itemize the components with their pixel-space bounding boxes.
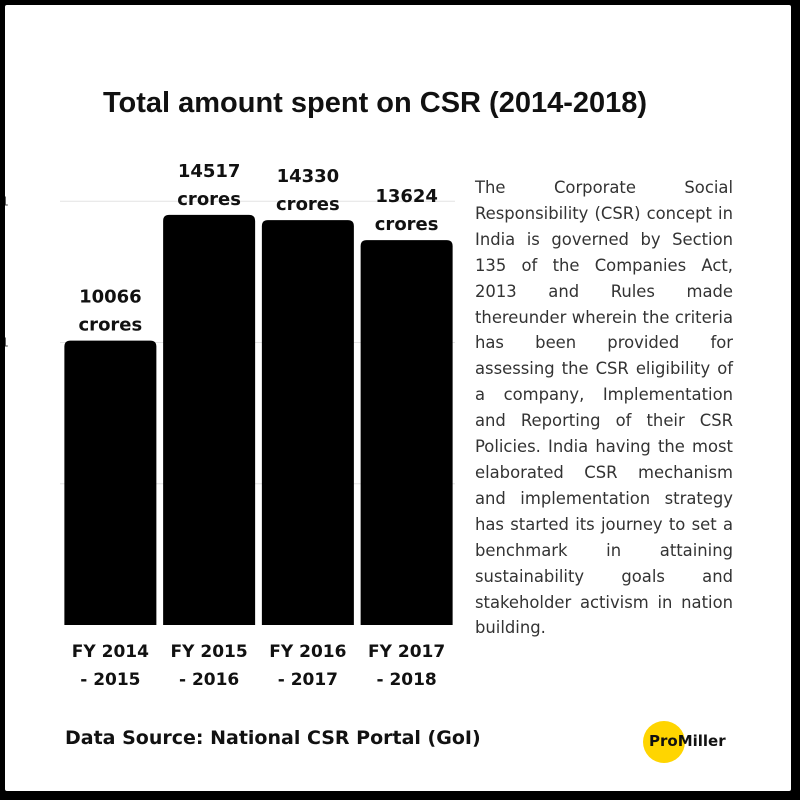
category-label-line2: - 2016 — [179, 670, 239, 690]
bar-chart: 1 1 10066 crores FY 2014 - 2015 14517 crores FY … — [5, 161, 455, 690]
bar-value-label: 14330 — [277, 166, 340, 187]
y-tick-label: 1 — [5, 194, 9, 208]
bar — [163, 214, 256, 625]
bar-unit-label: crores — [79, 315, 143, 336]
bar-value-label: 10066 — [79, 287, 142, 308]
chart-title: Total amount spent on CSR (2014-2018) — [102, 87, 648, 119]
bar-value-label: 13624 — [375, 186, 438, 207]
logo-text: ProMiller — [649, 732, 726, 750]
category-label-line2: - 2015 — [80, 670, 140, 690]
bar-unit-label: crores — [177, 189, 241, 210]
y-tick-label: 1 — [5, 336, 9, 350]
category-label: FY 2016 — [269, 642, 346, 662]
category-label-line2: - 2017 — [278, 670, 338, 690]
bar-unit-label: crores — [276, 194, 340, 215]
category-label: FY 2017 — [368, 642, 445, 662]
logo-circle-icon — [643, 721, 685, 763]
bar — [360, 240, 453, 625]
category-label: FY 2014 — [72, 642, 149, 662]
chart-card: Total amount spent on CSR (2014-2018) 11… — [5, 5, 791, 791]
bar-value-label: 14517 — [178, 161, 241, 182]
promiller-logo: ProMiller — [643, 721, 763, 763]
bar — [261, 220, 354, 626]
bar-unit-label: crores — [375, 214, 439, 235]
category-label-line2: - 2018 — [376, 670, 436, 690]
category-label: FY 2015 — [171, 642, 248, 662]
data-source: Data Source: National CSR Portal (GoI) — [65, 727, 481, 749]
csr-description: The Corporate Social Responsibility (CSR… — [475, 178, 733, 638]
bar — [64, 340, 157, 625]
